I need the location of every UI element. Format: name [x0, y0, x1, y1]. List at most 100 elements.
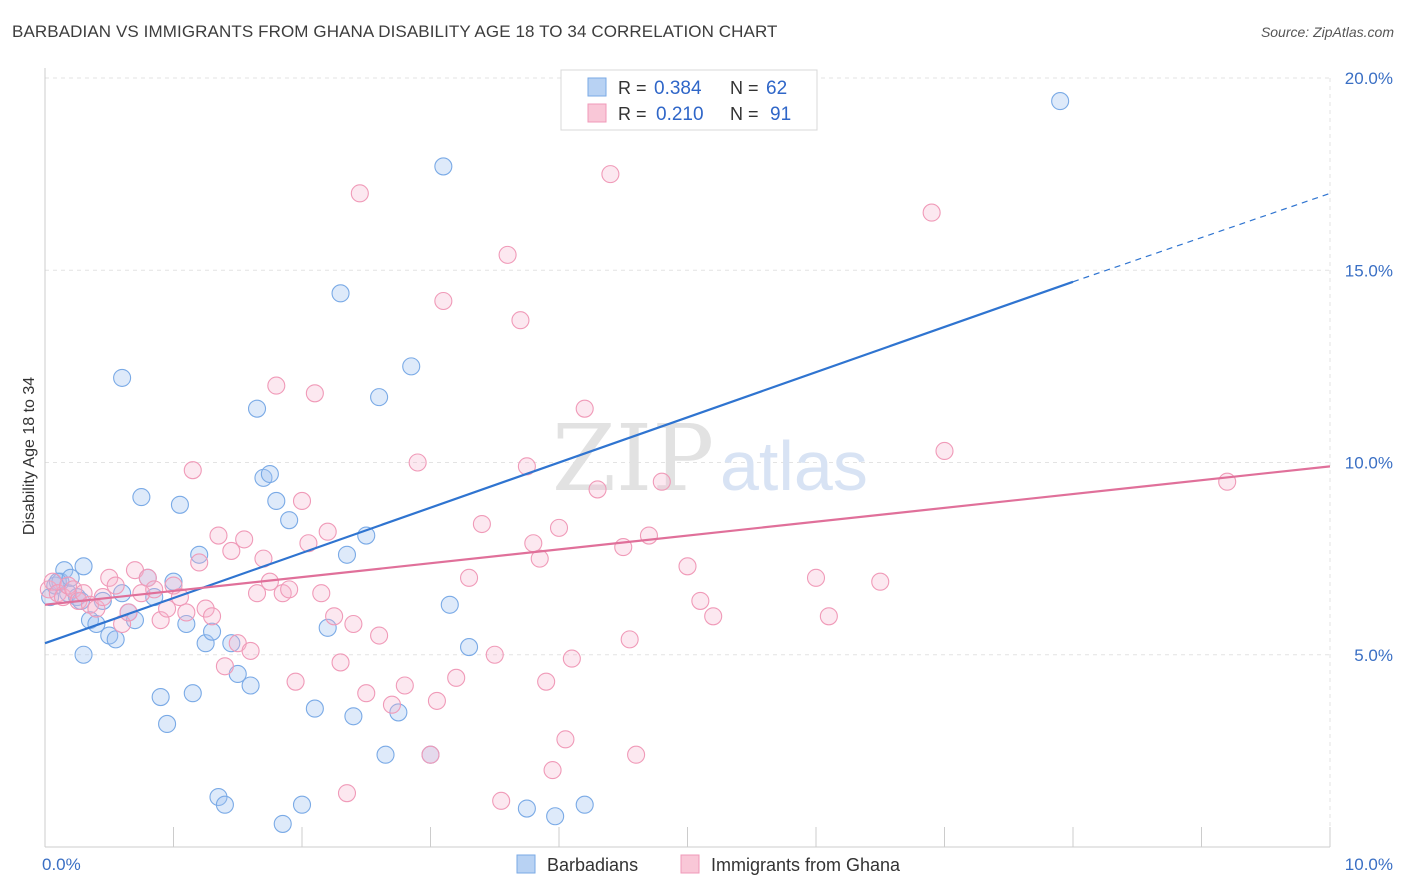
ghana-point-58: [434, 291, 453, 311]
ghana-point-7: [74, 584, 93, 603]
legend-r-label-2: R =: [618, 104, 647, 124]
barbadian-point-43: [331, 284, 350, 303]
bottom-legend-swatch-barbadians: [516, 854, 536, 874]
ghana-point-70: [543, 761, 562, 780]
ghana-point-87: [871, 572, 890, 591]
ghana-point-61: [472, 514, 491, 534]
barbadian-point-26: [183, 684, 202, 703]
x-tick-label-0: 0.0%: [42, 855, 81, 874]
ghana-point-49: [344, 614, 363, 634]
axes: [44, 68, 1331, 848]
ghana-point-52: [370, 626, 389, 645]
barbadian-point-22: [158, 714, 177, 734]
legend-r-value-1: 0.384: [654, 78, 702, 99]
ghana-point-75: [588, 480, 607, 499]
ghana-point-63: [492, 791, 511, 810]
ghana-point-17: [138, 568, 157, 587]
ghana-point-55: [408, 453, 427, 472]
watermark: ZIP atlas: [552, 405, 868, 512]
ghana-point-5: [64, 580, 83, 599]
barbadian-point-56: [546, 807, 565, 826]
ghana-point-34: [247, 584, 267, 603]
y-tick-labels: 5.0% 10.0% 15.0% 20.0%: [1345, 69, 1393, 665]
barbadian-point-57: [575, 795, 594, 814]
ghana-point-89: [935, 441, 954, 461]
ghana-point-33: [241, 641, 260, 660]
ghana-point-32: [235, 530, 254, 549]
ghana-point-53: [382, 695, 402, 714]
ghana-point-88: [922, 203, 941, 222]
ghana-point-43: [305, 384, 324, 403]
barbadian-point-15: [113, 368, 132, 387]
watermark-zip: ZIP: [552, 405, 714, 512]
ghana-point-22: [170, 588, 189, 607]
legend-n-value-2: 91: [770, 104, 791, 125]
ghana-point-69: [537, 672, 556, 691]
barbadian-point-34: [241, 676, 260, 695]
ghana-point-80: [639, 526, 659, 545]
ghana-point-28: [209, 526, 228, 545]
ghana-point-30: [222, 541, 241, 560]
bottom-legend-ghana: Immigrants from Ghana: [711, 855, 901, 875]
ghana-point-14: [119, 603, 138, 622]
barbadian-point-28: [196, 634, 215, 653]
legend-r-value-2: 0.210: [656, 104, 704, 125]
ghana-point-23: [177, 603, 196, 622]
ghana-point-46: [325, 607, 344, 626]
ghana-point-11: [100, 568, 119, 587]
barbadian-point-48: [376, 745, 395, 764]
y-axis-title: Disability Age 18 to 34: [21, 377, 38, 535]
barbadian-point-40: [292, 795, 312, 814]
ghana-point-79: [627, 745, 646, 764]
barbadian-point-30: [209, 787, 228, 807]
bottom-legend: Barbadians Immigrants from Ghana: [516, 854, 901, 875]
ghana-point-54: [395, 676, 414, 695]
barbadian-point-3: [55, 561, 74, 580]
ghana-point-50: [350, 184, 369, 203]
ghana-point-72: [556, 730, 575, 749]
ghana-point-39: [280, 580, 299, 599]
barbadian-point-54: [459, 638, 479, 657]
ghana-point-71: [549, 518, 569, 537]
ghana-point-67: [524, 534, 543, 553]
barbadian-point-14: [106, 630, 125, 649]
ghana-point-64: [498, 245, 517, 264]
ghana-point-29: [215, 657, 234, 676]
legend-r-label-1: R =: [618, 78, 647, 98]
barbadian-point-55: [517, 799, 536, 818]
barbadian-trend-line: [44, 280, 1074, 645]
barbadian-point-53: [440, 595, 459, 614]
ghana-point-24: [183, 461, 202, 480]
barbadian-trend-extension: [1072, 192, 1331, 283]
x-tick-labels: 0.0% 10.0%: [42, 855, 1393, 874]
barbadian-point-32: [222, 634, 241, 653]
bottom-legend-swatch-ghana: [680, 854, 700, 874]
y-tick-label-2: 15.0%: [1345, 261, 1393, 280]
chart-title: BARBADIAN VS IMMIGRANTS FROM GHANA DISAB…: [12, 22, 778, 41]
ghana-point-86: [819, 607, 838, 626]
barbadian-point-39: [280, 511, 299, 530]
ghana-point-48: [337, 784, 357, 803]
ghana-point-26: [196, 599, 215, 618]
barbadian-point-47: [370, 388, 389, 407]
barbadian-point-37: [260, 464, 279, 484]
legend-n-value-1: 62: [766, 78, 787, 99]
barbadian-point-9: [74, 557, 93, 576]
barbadian-point-45: [344, 707, 363, 726]
ghana-point-41: [292, 491, 312, 511]
ghana-point-45: [318, 522, 337, 541]
barbadian-point-38: [267, 491, 286, 511]
barbadian-point-60: [273, 814, 292, 833]
ghana-point-62: [485, 645, 504, 664]
barbadian-point-24: [170, 495, 189, 514]
ghana-point-37: [267, 376, 286, 395]
data-points: [39, 92, 1237, 833]
source-label: Source: ZipAtlas.com: [1260, 24, 1394, 40]
ghana-point-12: [106, 576, 125, 595]
ghana-point-83: [691, 591, 710, 610]
ghana-point-78: [620, 630, 639, 649]
barbadian-point-58: [74, 645, 93, 664]
ghana-point-51: [357, 684, 376, 703]
ghana-point-82: [678, 557, 697, 576]
